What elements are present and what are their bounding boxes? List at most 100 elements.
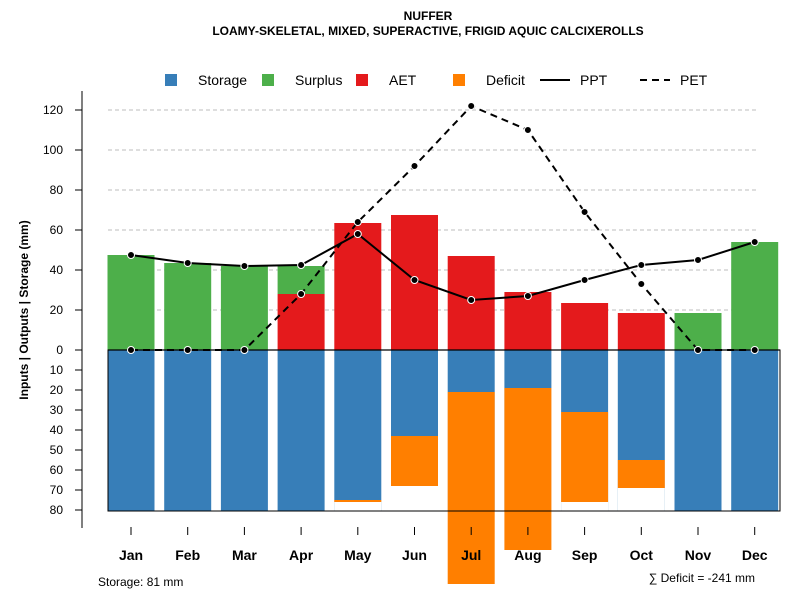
pet-point xyxy=(297,290,306,298)
storage-gap xyxy=(778,350,780,511)
legend-aet-label: AET xyxy=(389,72,417,88)
x-tick-label: Feb xyxy=(175,547,200,563)
axes: 0 20 40 60 80 100 120 10 20 30 40 50 60 70 80 Jan Feb Mar… xyxy=(43,91,780,563)
legend-pet-label: PET xyxy=(680,72,708,88)
bars xyxy=(107,215,781,584)
legend-deficit-swatch xyxy=(453,74,465,86)
pet-point xyxy=(750,346,759,354)
pet-point xyxy=(580,208,589,216)
legend-surplus-label: Surplus xyxy=(295,72,342,88)
x-tick-label: Jul xyxy=(461,547,481,563)
y-tick-label: 80 xyxy=(50,183,64,197)
storage-gap xyxy=(494,350,505,511)
pet-point xyxy=(410,162,419,170)
deficit-bar xyxy=(391,436,438,486)
pet-point xyxy=(637,280,646,288)
pet-point xyxy=(127,346,135,354)
storage-gap xyxy=(324,350,335,511)
ppt-point xyxy=(240,262,249,270)
deficit-bar xyxy=(504,388,552,550)
y-tick-label: 100 xyxy=(43,143,63,157)
deficit-bar xyxy=(617,460,665,488)
pet-point xyxy=(467,102,476,110)
y-tick-label: 40 xyxy=(50,263,64,277)
y-tick-label: 0 xyxy=(56,343,63,357)
y-tick-label: 60 xyxy=(50,223,64,237)
storage-empty xyxy=(334,500,382,511)
pet-point xyxy=(523,126,532,134)
surplus-bar xyxy=(277,266,325,294)
ppt-point xyxy=(580,276,589,284)
y-tick-label: 10 xyxy=(50,363,64,377)
y-tick-label: 20 xyxy=(50,383,64,397)
pet-point xyxy=(353,218,362,226)
y-tick-label: 50 xyxy=(50,443,64,457)
storage-gap xyxy=(551,350,562,511)
storage-gap xyxy=(267,350,278,511)
aet-bar xyxy=(504,292,552,350)
x-tick-label: Jan xyxy=(119,547,143,563)
aet-bar xyxy=(617,313,665,350)
x-tick-label: May xyxy=(344,547,371,563)
deficit-bar xyxy=(334,500,382,502)
storage-gap xyxy=(608,350,618,511)
aet-bar xyxy=(277,294,325,350)
y-tick-label: 80 xyxy=(50,503,64,517)
deficit-bar xyxy=(561,412,609,502)
y-tick-label: 20 xyxy=(50,303,64,317)
y-tick-label: 120 xyxy=(43,103,63,117)
surplus-bar xyxy=(164,263,212,350)
storage-gap xyxy=(664,350,675,511)
legend-aet-swatch xyxy=(356,74,368,86)
ppt-point xyxy=(750,238,759,246)
x-tick-label: Aug xyxy=(514,547,541,563)
y-axis-label: Inputs | Outputs | Storage (mm) xyxy=(17,220,31,399)
y-tick-label: 70 xyxy=(50,483,64,497)
legend-storage-label: Storage xyxy=(198,72,247,88)
storage-footer: Storage: 81 mm xyxy=(98,575,183,589)
surplus-bar xyxy=(220,266,268,350)
legend-deficit-label: Deficit xyxy=(486,72,525,88)
storage-gap xyxy=(438,350,448,511)
ppt-line xyxy=(130,232,756,302)
ppt-point xyxy=(410,276,419,284)
ppt-point xyxy=(297,261,306,269)
x-tick-label: Jun xyxy=(402,547,427,563)
x-tick-label: Oct xyxy=(630,547,654,563)
legend-ppt-label: PPT xyxy=(580,72,608,88)
legend: Storage Surplus AET Deficit PPT PET xyxy=(165,72,708,88)
legend-surplus-swatch xyxy=(262,74,274,86)
pet-point xyxy=(694,346,702,354)
storage-gap xyxy=(211,350,221,511)
storage-gap xyxy=(721,350,732,511)
y-tick-label: 40 xyxy=(50,423,64,437)
ppt-point xyxy=(127,251,135,259)
ppt-point xyxy=(523,292,532,300)
pet-point xyxy=(183,346,192,354)
x-tick-label: Mar xyxy=(232,547,257,563)
chart-subtitle: LOAMY-SKELETAL, MIXED, SUPERACTIVE, FRIG… xyxy=(212,24,643,38)
ppt-point xyxy=(637,261,646,269)
storage-gap xyxy=(154,350,165,511)
ppt-point xyxy=(467,296,476,304)
x-tick-label: Sep xyxy=(572,547,598,563)
surplus-bar xyxy=(107,255,155,350)
deficit-footer: ∑ Deficit = -241 mm xyxy=(649,571,755,585)
aet-bar xyxy=(334,223,382,350)
pet-line xyxy=(131,104,755,351)
ppt-point xyxy=(353,230,362,238)
pet-point xyxy=(240,346,249,354)
deficit-bar xyxy=(447,392,495,584)
x-tick-label: Dec xyxy=(742,547,768,563)
storage-gap xyxy=(381,350,391,511)
ppt-point xyxy=(183,259,192,267)
y-tick-label: 60 xyxy=(50,463,64,477)
x-tick-label: Apr xyxy=(289,547,314,563)
ppt-point xyxy=(694,256,702,264)
series-lines xyxy=(127,102,759,354)
chart-title: NUFFER xyxy=(404,9,453,23)
y-tick-label: 30 xyxy=(50,403,64,417)
legend-storage-swatch xyxy=(165,74,177,86)
surplus-bar xyxy=(731,242,779,350)
